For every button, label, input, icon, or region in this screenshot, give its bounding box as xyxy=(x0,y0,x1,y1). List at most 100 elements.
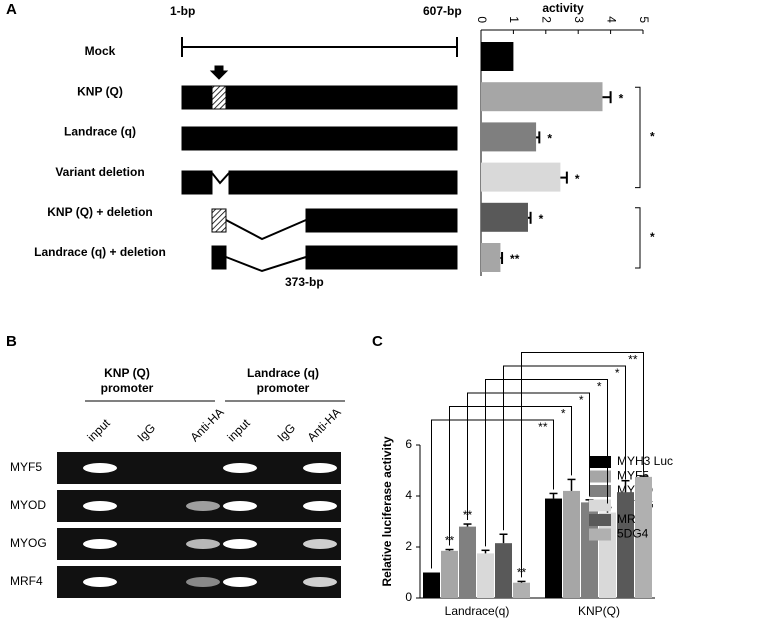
bar xyxy=(513,582,530,598)
gel-row-label: MRF4 xyxy=(10,574,43,588)
bar xyxy=(635,476,652,598)
y-tick-label: 6 xyxy=(405,437,412,451)
bar xyxy=(481,42,514,71)
lane-label: IgG xyxy=(274,421,298,445)
gel-band xyxy=(186,577,220,587)
bracket xyxy=(635,207,641,269)
bracket-label: * xyxy=(650,230,655,244)
lane-label: IgG xyxy=(134,421,158,445)
variant-region xyxy=(211,85,227,110)
x-tick-label: 3 xyxy=(572,16,586,23)
bar xyxy=(481,243,501,272)
significance: * xyxy=(539,212,544,226)
comparison-label: * xyxy=(561,407,566,421)
gel-group-sub: promoter xyxy=(101,381,154,395)
significance: * xyxy=(619,91,624,105)
gel-band xyxy=(223,539,257,549)
deletion-link xyxy=(225,256,307,273)
comparison-bracket xyxy=(467,392,590,521)
x-tick-label: 1 xyxy=(507,16,521,23)
comparison-bracket xyxy=(485,379,608,547)
significance: * xyxy=(547,132,552,146)
comparison-bracket xyxy=(449,406,572,546)
y-tick-label: 0 xyxy=(405,590,412,604)
category-label: Landrace (q) xyxy=(64,125,136,139)
y-tick-label: 2 xyxy=(405,539,412,553)
panel-label: C xyxy=(372,333,383,350)
arrow xyxy=(209,65,229,80)
construct-end: 607-bp xyxy=(423,4,462,18)
gel-band xyxy=(186,501,220,511)
x-tick-label: 5 xyxy=(637,16,651,23)
bar xyxy=(459,526,476,598)
bracket-label: * xyxy=(650,130,655,144)
comparison-bracket xyxy=(521,352,644,578)
category-label: KNP (Q) + deletion xyxy=(47,205,152,219)
comparison-label: * xyxy=(615,366,620,380)
legend-swatch xyxy=(589,499,611,512)
lane-label: Anti-HA xyxy=(187,405,226,444)
panel-label: A xyxy=(6,1,17,18)
category-label: KNP (Q) xyxy=(77,84,123,98)
deletion-link xyxy=(211,172,230,185)
construct xyxy=(181,170,213,195)
axis-title: activity xyxy=(542,1,584,15)
gel-band xyxy=(303,501,337,511)
comparison-label: ** xyxy=(628,353,638,367)
deletion-end: 373-bp xyxy=(285,275,324,289)
significance: * xyxy=(575,172,580,186)
y-tick-label: 4 xyxy=(405,488,412,502)
gel-band xyxy=(223,501,257,511)
category-label: Landrace (q) + deletion xyxy=(34,245,166,259)
legend-swatch xyxy=(589,456,611,468)
bar xyxy=(617,492,634,598)
comparison-bracket xyxy=(431,419,554,569)
deletion-link xyxy=(225,219,307,241)
bracket xyxy=(635,86,641,189)
bar xyxy=(495,543,512,598)
bar xyxy=(481,122,537,152)
category-label: Mock xyxy=(85,44,116,58)
lane-label: input xyxy=(224,416,253,445)
gel-row-label: MYOD xyxy=(10,498,46,512)
bar xyxy=(477,553,494,598)
charts: activity 0 1 2 3 4 5 Mock KNP (Q) * Landrace (q) * V… xyxy=(34,1,673,618)
axis-title: Relative luciferase activity xyxy=(380,436,394,586)
bar xyxy=(481,202,528,232)
gel-row-label: MYF5 xyxy=(10,460,42,474)
gel-band xyxy=(83,577,117,587)
bar xyxy=(563,490,580,598)
comparison-label: * xyxy=(579,393,584,407)
x-tick-label: Landrace(q) xyxy=(445,604,510,618)
bar xyxy=(441,550,458,598)
gel-band xyxy=(303,577,337,587)
comparison-label: ** xyxy=(538,420,548,434)
bar xyxy=(481,162,561,192)
x-tick-label: 0 xyxy=(475,16,489,23)
comparison-bracket xyxy=(503,365,626,531)
construct xyxy=(181,126,458,151)
construct xyxy=(305,245,458,270)
bar xyxy=(581,502,598,598)
legend-swatch xyxy=(589,485,611,497)
bar xyxy=(423,572,440,598)
comparison-label: * xyxy=(597,380,602,394)
significance: ** xyxy=(510,252,520,266)
legend-swatch xyxy=(589,528,611,541)
lane-label: input xyxy=(84,416,113,445)
legend-swatch xyxy=(589,470,611,483)
gel-band xyxy=(223,577,257,587)
lane-label: Anti-HA xyxy=(304,405,343,444)
gel-group-sub: promoter xyxy=(257,381,310,395)
x-tick-label: 4 xyxy=(604,16,618,23)
x-tick-label: KNP(Q) xyxy=(578,604,620,618)
construct xyxy=(181,85,458,110)
bar xyxy=(545,498,562,598)
gel-group: KNP (Q) xyxy=(104,366,150,380)
gel-band xyxy=(186,539,220,549)
construct xyxy=(211,245,227,270)
construct xyxy=(228,170,458,195)
construct-diagrams xyxy=(181,37,458,273)
